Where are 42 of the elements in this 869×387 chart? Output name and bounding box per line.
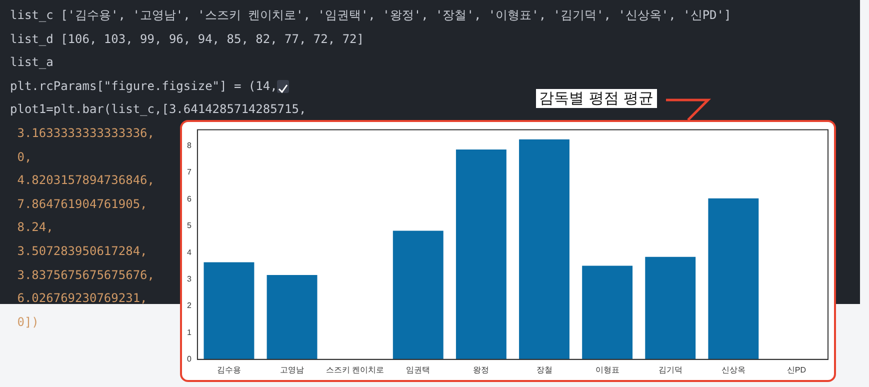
bar <box>266 275 318 360</box>
y-tick-label: 2 <box>186 301 192 310</box>
bar <box>519 139 570 360</box>
bar <box>204 262 254 360</box>
text: 0, <box>17 150 32 164</box>
x-tick-label: 김기덕 <box>658 365 682 374</box>
text: 0]) <box>17 314 39 329</box>
bar <box>645 256 696 360</box>
text: 7.864761904761905, <box>17 196 148 211</box>
y-tick-label: 6 <box>186 194 192 204</box>
y-tick-label: 7 <box>186 168 192 177</box>
x-tick-label: 이형표 <box>595 365 620 374</box>
text: list_a <box>10 54 54 72</box>
x-tick-label: 신PD <box>786 365 806 374</box>
bar <box>456 150 506 360</box>
text: plot1=plt.bar(list_c,[3.6414285714285715, <box>10 102 306 116</box>
text: 8.24, <box>17 220 54 234</box>
y-tick-label: 0 <box>186 354 192 364</box>
chart-title: 감독별 평점 평균 <box>536 89 657 108</box>
text: 3.1633333333333336, <box>17 126 154 140</box>
y-tick-label: 4 <box>186 248 192 257</box>
text: 3.507283950617284, <box>17 244 148 258</box>
x-tick-label: 김수용 <box>216 365 241 374</box>
y-tick-label: 3 <box>186 274 192 284</box>
x-tick-label: 스즈키 켄이치로 <box>326 365 384 374</box>
text: 3.8375675675675676, <box>17 268 154 282</box>
x-tick-label: 장철 <box>536 365 552 374</box>
text: 6.026769230769231, <box>17 291 148 306</box>
text: 4.8203157894736846, <box>17 173 154 188</box>
bar <box>582 266 633 360</box>
bar <box>708 198 759 360</box>
text: plt.rcParams["figure.figsize"] = (14, <box>10 78 278 93</box>
x-tick-label: 왕정 <box>473 365 490 374</box>
x-tick-label: 신상옥 <box>721 365 746 374</box>
bar <box>392 230 444 360</box>
y-tick-label: 1 <box>186 328 192 337</box>
text: list_d [106, 103, 99, 96, 94, 85, 82, 77, 72, 72] <box>10 30 366 48</box>
x-tick-label: 고영남 <box>280 365 304 374</box>
y-tick-label: 5 <box>186 221 192 230</box>
text: list_c ['김수용', '고영남', '스즈키 켄이치로', '임권택', '왕정', '장철', '이형표', '김기덕', '신상옥', '신PD'] <box>10 7 732 24</box>
x-tick-label: 임권택 <box>406 365 430 374</box>
y-tick-label: 8 <box>186 141 192 150</box>
